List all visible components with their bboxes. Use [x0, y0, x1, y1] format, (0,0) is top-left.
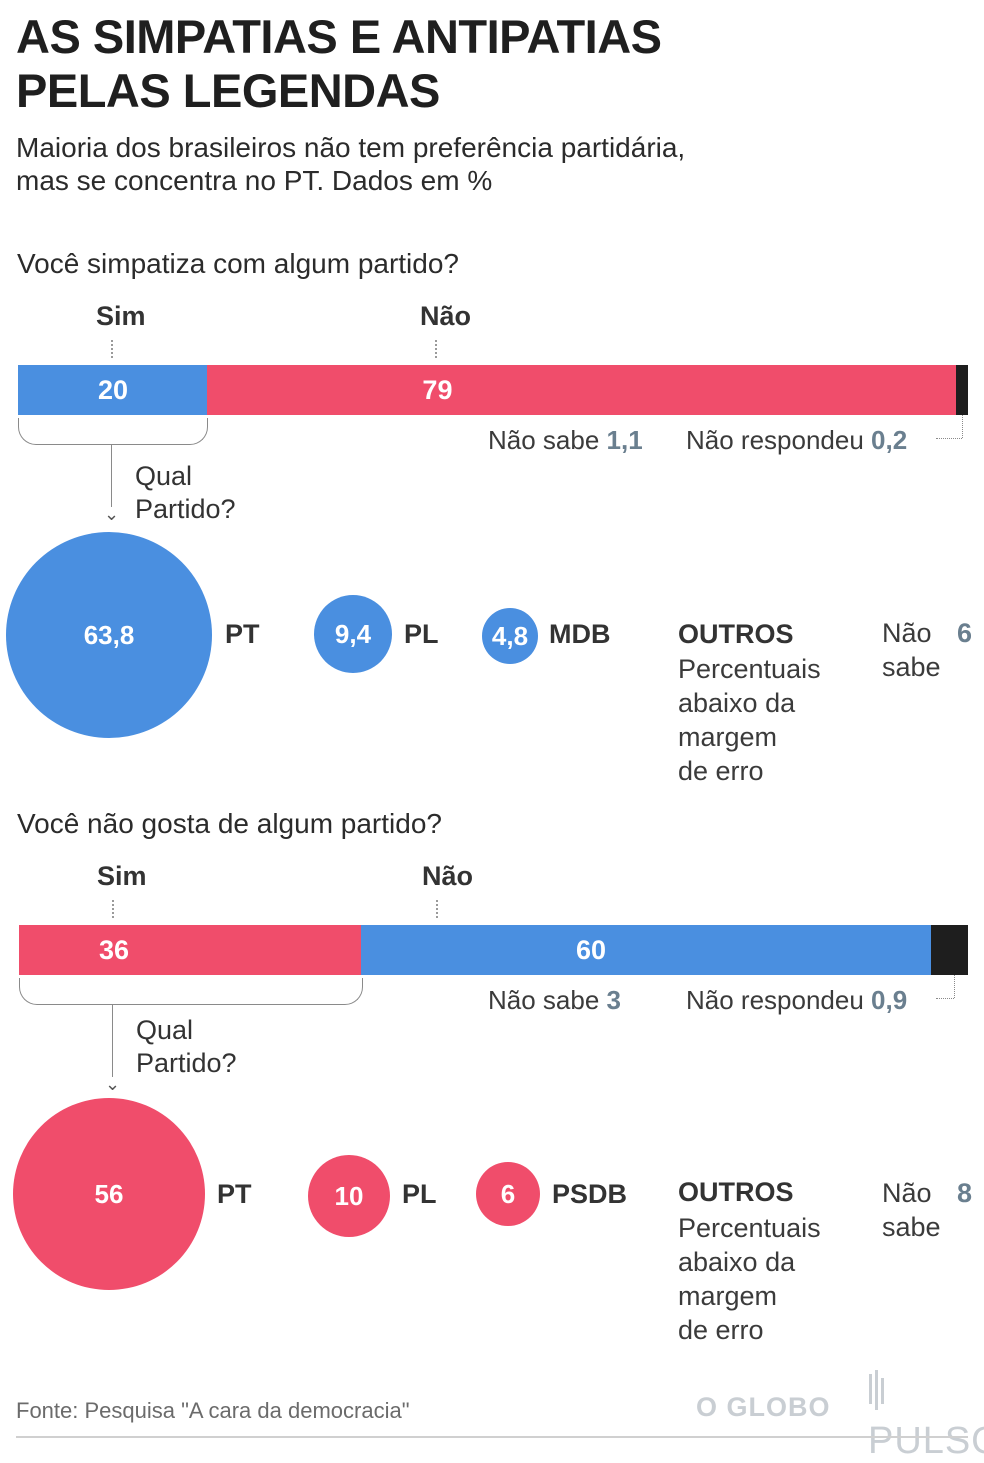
outros-title: OUTROS — [678, 1177, 794, 1207]
party-label-pl: PL — [402, 1179, 437, 1209]
note-nao-sabe: Não sabe 1,1 — [488, 425, 643, 455]
bubble-pt: 63,8 — [6, 532, 212, 738]
page-subtitle: Maioria dos brasileiros não tem preferên… — [16, 132, 686, 196]
arrow-down-icon: ⌄ — [104, 504, 120, 524]
bracket-sim — [18, 418, 208, 445]
leader-line — [936, 438, 962, 439]
party-label-mdb: MDB — [549, 619, 611, 649]
bar-segment-nao: 60 — [360, 925, 931, 975]
tick-nao — [436, 900, 438, 918]
bubble-mdb: 4,8 — [482, 608, 538, 664]
note-nao-respondeu: Não respondeu 0,2 — [686, 425, 908, 455]
qual-partido-label: Qual Partido? — [136, 1015, 237, 1078]
col-header-nao: Não — [422, 861, 474, 891]
nao-sabe-value: 8 — [957, 1178, 973, 1208]
stacked-bar: 36 60 — [19, 925, 968, 975]
bar-segment-nao: 79 — [207, 365, 956, 415]
col-header-sim: Sim — [97, 861, 147, 891]
page-title: AS SIMPATIAS E ANTIPATIAS PELAS LEGENDAS — [16, 10, 662, 117]
bar-segment-nao-sabe — [930, 925, 960, 975]
outros-title: OUTROS — [678, 619, 794, 649]
bubble-pt: 56 — [13, 1098, 205, 1290]
tick-sim — [111, 340, 113, 358]
nao-sabe-value: 6 — [957, 618, 973, 648]
bar-segment-nao-respondeu — [959, 925, 968, 975]
pulso-bars-icon — [869, 1370, 884, 1410]
note-nao-respondeu: Não respondeu 0,9 — [686, 985, 908, 1015]
bubble-pl: 9,4 — [314, 595, 392, 673]
leader-line-vertical — [954, 975, 955, 998]
arrow-down-icon: ⌄ — [105, 1074, 121, 1094]
party-label-pt: PT — [225, 619, 260, 649]
tick-nao — [435, 340, 437, 358]
party-label-pt: PT — [217, 1179, 252, 1209]
nao-sabe-label: Não sabe — [882, 618, 941, 682]
bar-label-nao: 60 — [575, 934, 607, 965]
bubble-psdb: 6 — [476, 1162, 540, 1226]
question-sympathy: Você simpatiza com algum partido? — [17, 248, 459, 279]
stacked-bar: 20 79 — [18, 365, 968, 415]
col-header-nao: Não — [420, 301, 472, 331]
col-header-sim: Sim — [96, 301, 146, 331]
bar-label-sim: 20 — [98, 374, 129, 405]
outros-text: Percentuais abaixo da margem de erro — [678, 1213, 821, 1345]
connector-line — [112, 1005, 113, 1077]
qual-partido-label: Qual Partido? — [135, 461, 236, 524]
pulso-logo: PULSO — [868, 1370, 984, 1463]
footer-divider — [16, 1436, 968, 1438]
leader-line-vertical — [962, 415, 963, 438]
bar-label-sim: 36 — [99, 934, 130, 965]
connector-line — [111, 445, 112, 507]
bar-segment-sim: 36 — [19, 925, 361, 975]
nao-sabe-label: Não sabe — [882, 1178, 941, 1242]
bar-segment-nao-sabe — [955, 365, 967, 415]
question-dislike: Você não gosta de algum partido? — [17, 808, 442, 839]
outros-text: Percentuais abaixo da margem de erro — [678, 654, 821, 786]
bar-segment-nao-respondeu — [966, 365, 968, 415]
o-globo-logo: O GLOBO — [696, 1392, 831, 1422]
tick-sim — [112, 900, 114, 918]
party-label-psdb: PSDB — [552, 1179, 628, 1209]
bracket-sim — [19, 978, 363, 1005]
leader-line — [936, 998, 954, 999]
bar-segment-sim: 20 — [18, 365, 208, 415]
bubble-pl: 10 — [308, 1155, 390, 1237]
note-nao-sabe: Não sabe 3 — [488, 985, 622, 1015]
source-note: Fonte: Pesquisa "A cara da democracia" — [16, 1398, 410, 1423]
bar-label-nao: 79 — [422, 374, 453, 405]
party-label-pl: PL — [404, 619, 439, 649]
